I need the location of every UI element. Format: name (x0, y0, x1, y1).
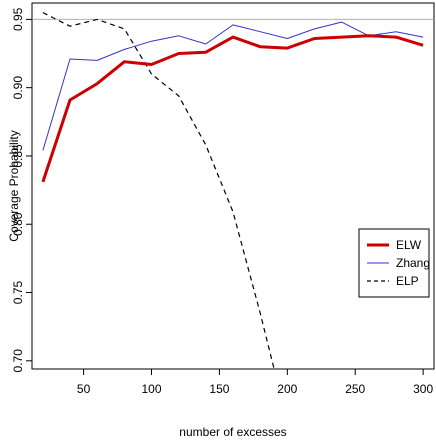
y-axis-label: Coverage Probability (7, 130, 21, 241)
y-tick-label: 0.75 (11, 281, 25, 305)
y-tick-label: 0.70 (11, 349, 25, 373)
y-tick-label: 0.90 (11, 76, 25, 100)
legend-label-zhang: Zhang (396, 256, 430, 270)
plot-frame (31, 2, 435, 370)
y-tick-label: 0.95 (11, 7, 25, 31)
x-tick-label: 300 (413, 382, 433, 396)
x-tick-label: 250 (345, 382, 365, 396)
x-tick-label: 200 (277, 382, 297, 396)
x-tick-label: 100 (141, 382, 161, 396)
y-tick-label: 0.80 (11, 212, 25, 236)
x-axis: 50 100 150 200 250 300 (77, 368, 433, 396)
series-line-elp (42, 12, 275, 369)
series-line-elw (41, 34, 424, 183)
x-tick-label: 150 (209, 382, 229, 396)
series-line-zhang (42, 21, 424, 151)
x-axis-label: number of excesses (179, 425, 286, 439)
y-tick-label: 0.85 (11, 144, 25, 168)
x-tick-label: 50 (77, 382, 91, 396)
legend-label-elw: ELW (396, 238, 422, 252)
legend-label-elp: ELP (396, 274, 419, 288)
legend: ELW Zhang ELP (358, 228, 430, 298)
y-axis: 0.70 0.75 0.80 0.85 0.90 0.95 (11, 7, 33, 373)
series-layer (41, 12, 424, 369)
